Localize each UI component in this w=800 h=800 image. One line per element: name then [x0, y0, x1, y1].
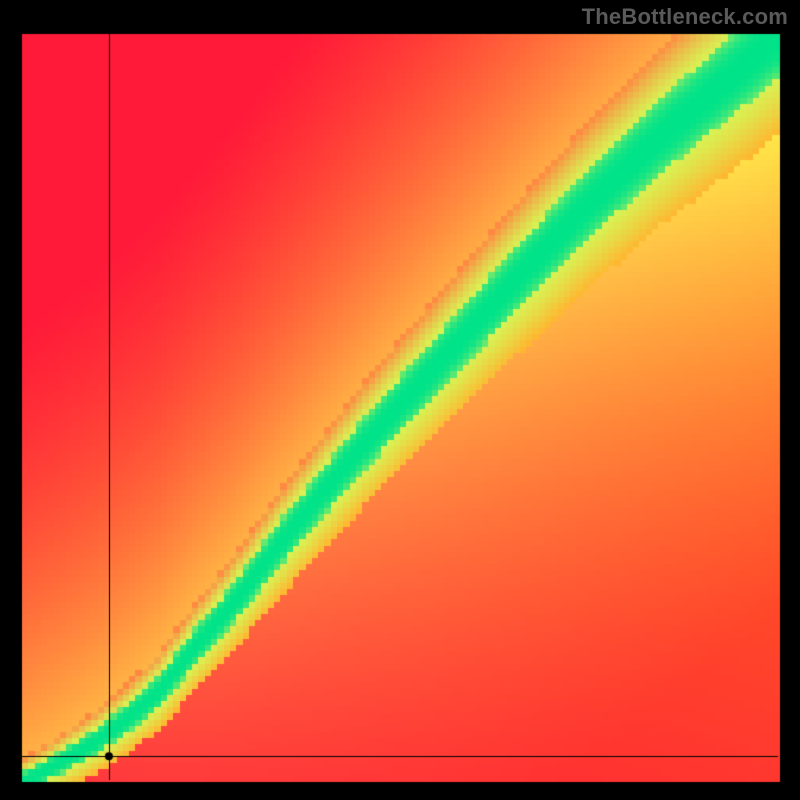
chart-container: TheBottleneck.com — [0, 0, 800, 800]
heatmap-canvas — [0, 0, 800, 800]
watermark-label: TheBottleneck.com — [582, 4, 788, 30]
